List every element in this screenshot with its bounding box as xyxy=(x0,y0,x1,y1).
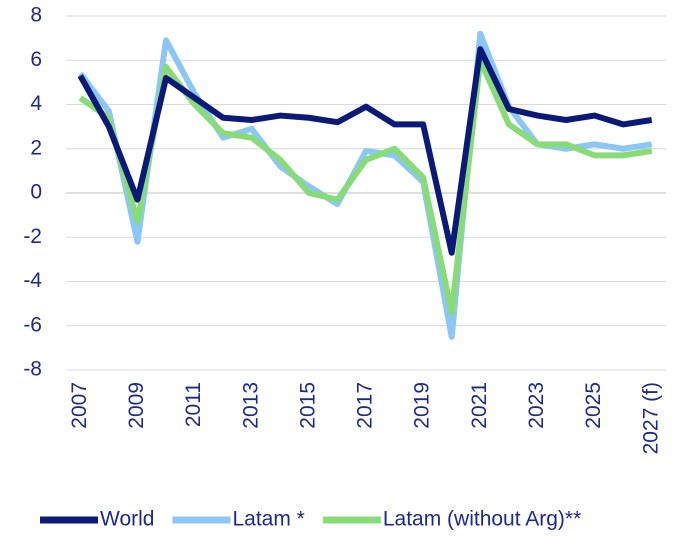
y-tick-label: -6 xyxy=(23,313,42,336)
y-tick-label: 8 xyxy=(30,4,42,27)
x-tick-label: 2019 xyxy=(411,382,434,429)
x-tick-label: 2025 xyxy=(582,382,605,429)
y-tick-label: 2 xyxy=(30,136,42,159)
y-tick-label: 6 xyxy=(30,48,42,71)
series-line xyxy=(78,57,653,316)
series-line xyxy=(77,46,653,256)
legend-label: World xyxy=(100,508,154,531)
x-tick-label: 2009 xyxy=(125,382,148,429)
x-tick-label: 2017 xyxy=(354,382,377,429)
x-tick-label: 2007 xyxy=(68,382,91,429)
x-tick-label: 2023 xyxy=(525,382,548,429)
x-tick-label: 2011 xyxy=(182,382,205,427)
y-tick-label: -8 xyxy=(23,358,42,381)
x-tick-label: 2021 xyxy=(468,382,491,429)
legend-label: Latam (without Arg)** xyxy=(383,508,581,531)
legend-label: Latam * xyxy=(232,508,304,531)
y-tick-label: -2 xyxy=(23,225,42,248)
y-tick-label: 4 xyxy=(30,92,42,115)
x-tick-label: 2013 xyxy=(239,382,262,429)
x-tick-label: 2015 xyxy=(296,382,319,429)
x-tick-label: 2027 (f) xyxy=(639,382,662,454)
y-tick-label: 0 xyxy=(30,181,42,204)
y-tick-label: -4 xyxy=(23,269,42,292)
